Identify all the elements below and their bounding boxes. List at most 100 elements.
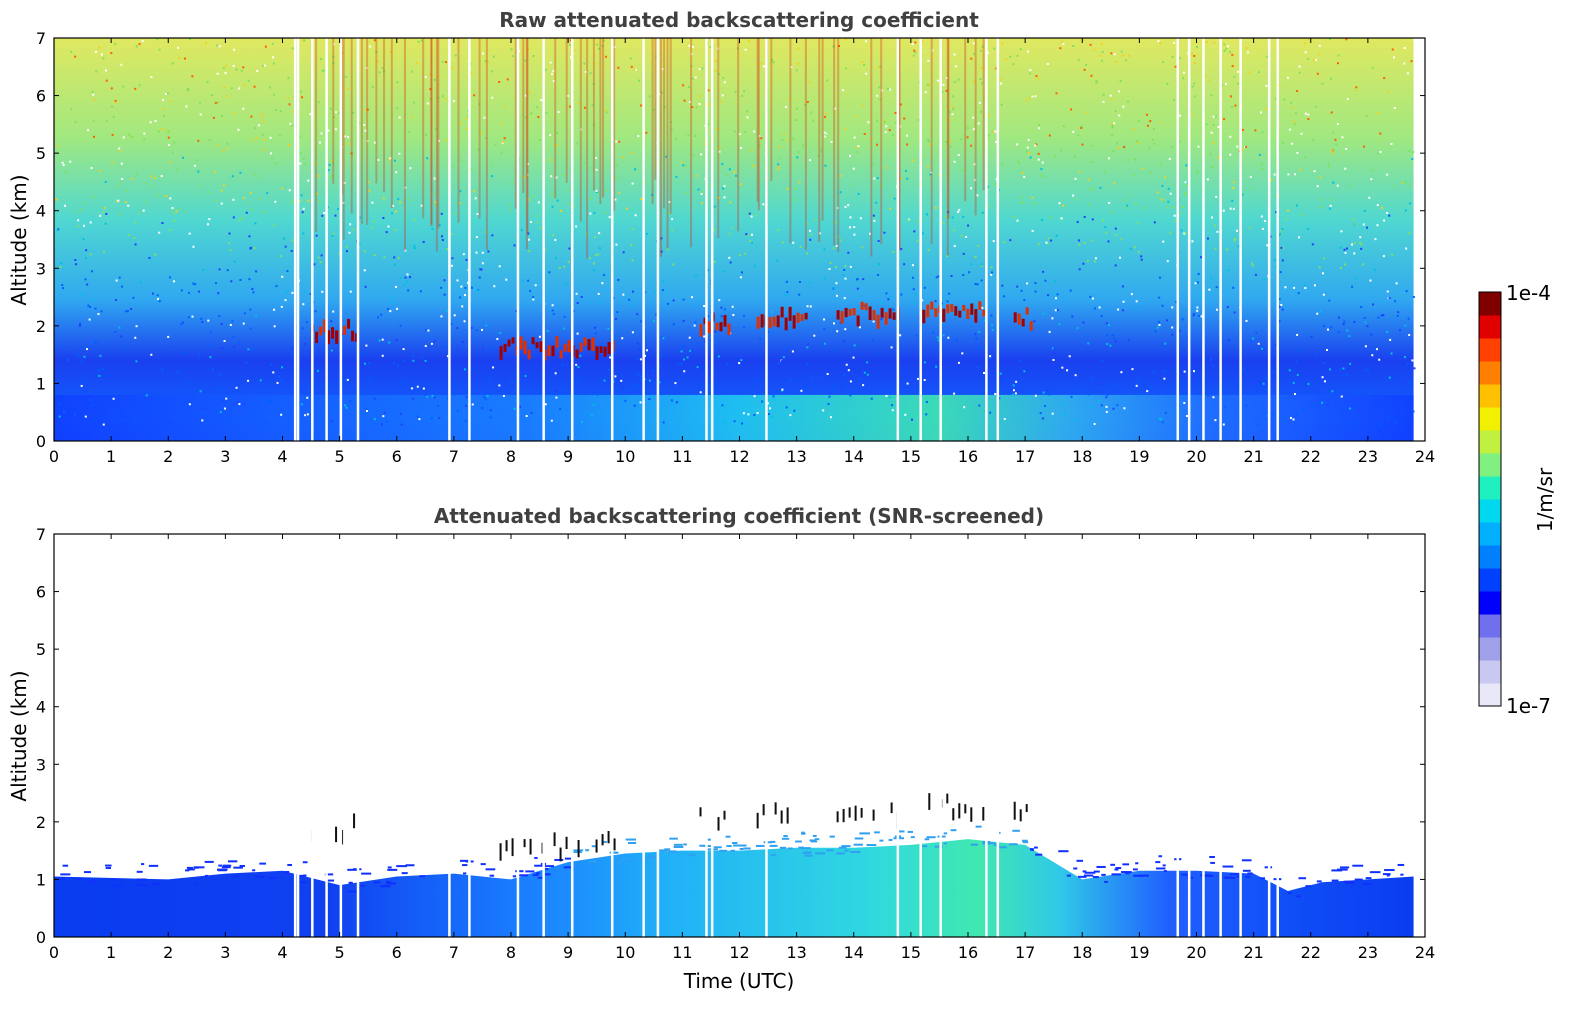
noise-speck bbox=[527, 48, 530, 51]
noise-speck bbox=[937, 339, 940, 342]
x-tick-label: 14 bbox=[844, 943, 864, 962]
noise-speck bbox=[453, 314, 456, 317]
noise-speck bbox=[351, 228, 354, 231]
noise-speck bbox=[535, 214, 538, 217]
cloud-mark bbox=[327, 330, 331, 345]
noise-speck bbox=[475, 251, 478, 254]
noise-speck bbox=[877, 273, 880, 276]
noise-speck bbox=[1213, 41, 1216, 44]
signal-fragment bbox=[462, 864, 468, 867]
noise-speck bbox=[135, 172, 138, 175]
noise-speck bbox=[274, 200, 277, 203]
noise-speck bbox=[691, 349, 694, 352]
noise-speck bbox=[224, 71, 227, 74]
noise-speck bbox=[262, 149, 265, 152]
signal-fragment bbox=[1230, 873, 1239, 876]
noise-speck bbox=[489, 409, 492, 412]
noise-speck bbox=[1034, 290, 1037, 293]
cloud-mark bbox=[523, 340, 527, 355]
noise-speck bbox=[1137, 141, 1140, 144]
noise-speck bbox=[206, 80, 209, 83]
noise-speck bbox=[489, 416, 492, 419]
noise-speck bbox=[1048, 393, 1051, 396]
noise-speck bbox=[330, 420, 333, 423]
noise-speck bbox=[723, 270, 726, 273]
noise-speck bbox=[1016, 143, 1019, 146]
noise-speck bbox=[746, 116, 749, 119]
noise-speck bbox=[983, 319, 986, 322]
noise-speck bbox=[1093, 307, 1096, 310]
noise-speck bbox=[916, 377, 919, 380]
noise-streak bbox=[526, 38, 529, 234]
noise-speck bbox=[93, 98, 96, 101]
noise-speck bbox=[1332, 131, 1335, 134]
noise-speck bbox=[112, 397, 115, 400]
noise-speck bbox=[224, 65, 227, 68]
noise-speck bbox=[1132, 174, 1135, 177]
noise-speck bbox=[1051, 292, 1054, 295]
bottom-panel: Attenuated backscattering coefficient (S… bbox=[7, 504, 1435, 993]
noise-speck bbox=[331, 174, 334, 177]
top-x-axis: 0 1 2 3 4 5 6 7 8 9 10 11 12 13 14 15 16 17 18 19 20 21 22 23 24 bbox=[49, 38, 1435, 466]
signal-fragment bbox=[725, 835, 731, 838]
cloud-mark bbox=[864, 303, 868, 311]
noise-speck bbox=[404, 186, 407, 189]
noise-speck bbox=[148, 256, 151, 259]
noise-speck bbox=[558, 266, 561, 269]
noise-speck bbox=[743, 90, 746, 93]
noise-speck bbox=[383, 70, 386, 73]
signal-fragment bbox=[783, 835, 788, 838]
noise-speck bbox=[999, 78, 1002, 81]
noise-speck bbox=[931, 49, 934, 52]
noise-speck bbox=[118, 326, 121, 329]
noise-speck bbox=[883, 231, 886, 234]
noise-speck bbox=[389, 51, 392, 54]
noise-speck bbox=[473, 94, 476, 97]
noise-speck bbox=[1169, 192, 1172, 195]
noise-speck bbox=[1210, 277, 1213, 280]
noise-speck bbox=[465, 395, 468, 398]
noise-speck bbox=[740, 271, 743, 274]
noise-speck bbox=[443, 279, 446, 282]
noise-speck bbox=[1289, 416, 1292, 419]
noise-speck bbox=[62, 164, 65, 167]
noise-speck bbox=[844, 67, 847, 70]
noise-speck bbox=[841, 89, 844, 92]
top-chart-title: Raw attenuated backscattering coefficien… bbox=[499, 8, 979, 32]
noise-speck bbox=[900, 248, 903, 251]
noise-speck bbox=[1182, 206, 1185, 209]
noise-speck bbox=[150, 415, 153, 418]
data-gap bbox=[1219, 38, 1222, 441]
noise-speck bbox=[451, 257, 454, 260]
data-gap bbox=[1239, 534, 1242, 937]
noise-speck bbox=[858, 377, 861, 380]
noise-speck bbox=[1313, 170, 1316, 173]
noise-speck bbox=[1338, 370, 1341, 373]
noise-speck bbox=[345, 406, 348, 409]
noise-speck bbox=[925, 413, 928, 416]
noise-speck bbox=[1224, 406, 1227, 409]
noise-speck bbox=[982, 371, 985, 374]
signal-fragment bbox=[1231, 877, 1236, 880]
noise-speck bbox=[484, 349, 487, 352]
noise-speck bbox=[991, 371, 994, 374]
noise-speck bbox=[1110, 210, 1113, 213]
signal-fragment bbox=[1084, 871, 1096, 874]
noise-speck bbox=[536, 390, 539, 393]
noise-speck bbox=[631, 152, 634, 155]
noise-speck bbox=[836, 207, 839, 210]
noise-speck bbox=[1100, 43, 1103, 46]
noise-speck bbox=[938, 174, 941, 177]
noise-speck bbox=[1281, 308, 1284, 311]
signal-fragment bbox=[564, 857, 572, 860]
signal-fragment bbox=[1331, 879, 1339, 882]
cloud-mark bbox=[699, 324, 703, 337]
noise-speck bbox=[272, 62, 275, 65]
signal-fragment bbox=[463, 872, 467, 875]
noise-speck bbox=[388, 158, 391, 161]
noise-speck bbox=[974, 255, 977, 258]
noise-speck bbox=[389, 310, 392, 313]
noise-speck bbox=[615, 243, 618, 246]
signal-fragment bbox=[1114, 868, 1119, 871]
noise-speck bbox=[638, 348, 641, 351]
